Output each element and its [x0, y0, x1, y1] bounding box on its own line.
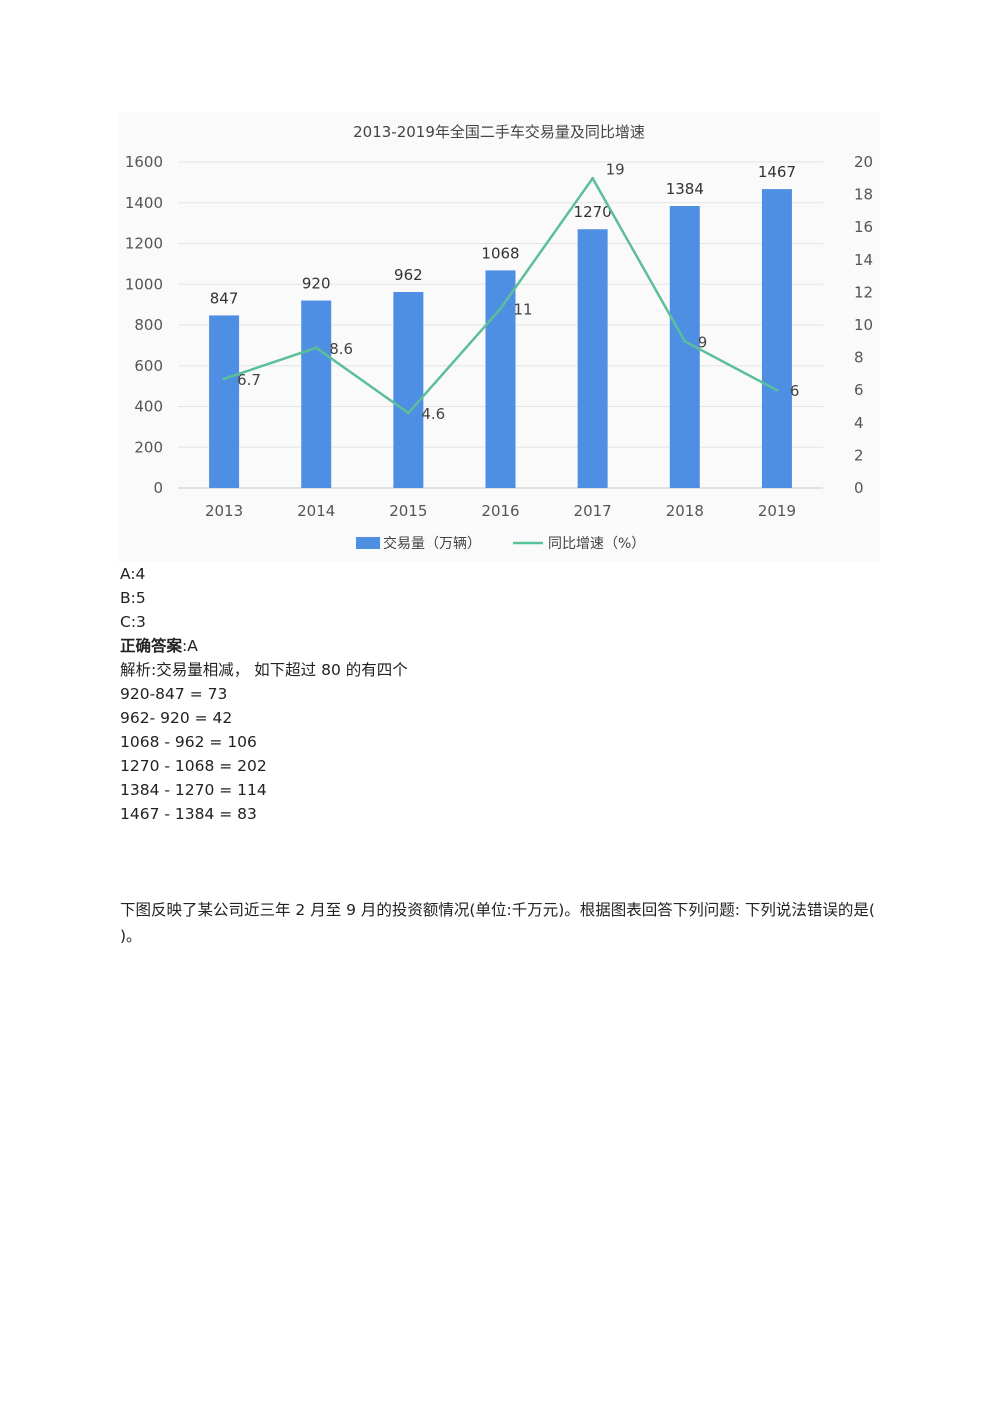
bar-value-label: 920: [302, 275, 331, 293]
x-axis: 2013 2014 2015 2016 2017 2018 2019: [205, 502, 796, 520]
x-tick-label: 2016: [481, 502, 519, 520]
analysis-line: 1068 - 962 = 106: [120, 733, 257, 751]
y-right-tick-label: 10: [854, 316, 873, 334]
analysis-line: 920-847 = 73: [120, 685, 228, 703]
y-left-tick-label: 0: [153, 479, 163, 497]
y-left-tick-label: 1000: [125, 275, 163, 293]
y-left-tick-label: 600: [134, 357, 163, 375]
next-question-text: 下图反映了某公司近三年 2 月至 9 月的投资额情况(单位:千万元)。根据图表回…: [120, 901, 875, 945]
line-value-labels: 6.7 8.6 4.6 11 19 9 6: [237, 160, 799, 423]
y-left-tick-label: 1400: [125, 194, 163, 212]
option-a: A:4: [120, 565, 146, 583]
line-point: [591, 176, 595, 180]
bar-value-label: 1068: [481, 244, 519, 262]
x-tick-label: 2015: [389, 502, 427, 520]
y-right-tick-label: 6: [854, 381, 864, 399]
x-tick-label: 2019: [758, 502, 796, 520]
y-right-tick-label: 18: [854, 186, 873, 204]
line-point: [499, 307, 502, 311]
bar: [577, 229, 608, 489]
right-axis: 0 2 4 6 8 10 12 14 16 18 20: [854, 153, 873, 497]
line-value-label: 6: [790, 382, 800, 400]
bar-value-label: 1467: [758, 163, 796, 181]
analysis-line: 1384 - 1270 = 114: [120, 781, 267, 799]
line-point: [406, 411, 410, 415]
line-value-label: 8.6: [329, 340, 353, 358]
line-value-label: 6.7: [237, 371, 261, 389]
bar: [301, 300, 332, 488]
y-right-tick-label: 14: [854, 251, 873, 269]
legend-bar-label: 交易量（万辆）: [383, 535, 481, 552]
analysis-line: 962- 920 = 42: [120, 709, 233, 727]
bar-series: [209, 189, 792, 489]
line-value-label: 4.6: [421, 405, 445, 423]
line-point: [222, 377, 226, 381]
line-value-label: 19: [606, 160, 625, 178]
bar-value-label: 962: [394, 266, 423, 284]
y-right-tick-label: 16: [854, 218, 873, 236]
bar-value-label: 847: [210, 289, 239, 307]
chart-figure: 2013-2019年全国二手车交易量及同比增速 0 200 400 600 800 100…: [118, 112, 880, 562]
bar: [393, 291, 424, 488]
line-series: [222, 176, 779, 415]
y-left-tick-label: 400: [134, 398, 163, 416]
bar-value-labels: 847 920 962 1068 1270 1384 1467: [210, 163, 796, 307]
bar: [761, 189, 792, 488]
chart-svg: 2013-2019年全国二手车交易量及同比增速 0200400600800100…: [125, 123, 873, 552]
y-right-tick-label: 4: [854, 414, 864, 432]
y-right-tick-label: 8: [854, 349, 864, 367]
analysis-line: 1270 - 1068 = 202: [120, 757, 267, 775]
x-tick-label: 2013: [205, 502, 243, 520]
x-tick-label: 2018: [666, 502, 704, 520]
y-left-tick-label: 800: [134, 316, 163, 334]
answer-value: :A: [182, 637, 198, 655]
line-point: [314, 346, 318, 350]
answer-line: 正确答案:A: [120, 634, 890, 658]
bar: [209, 315, 240, 488]
bar-value-label: 1270: [574, 203, 612, 221]
answer-label: 正确答案: [120, 637, 183, 655]
y-left-tick-label: 1200: [125, 235, 163, 253]
legend-line-label: 同比增速（%）: [548, 536, 645, 552]
y-left-tick-label: 200: [134, 438, 163, 456]
line-value-label: 9: [698, 333, 708, 351]
line-value-label: 11: [514, 301, 533, 319]
x-tick-label: 2014: [297, 502, 335, 520]
y-right-tick-label: 12: [854, 283, 873, 301]
x-tick-label: 2017: [574, 502, 612, 520]
line-point: [683, 339, 687, 343]
y-right-tick-label: 0: [854, 479, 864, 497]
option-c: C:3: [120, 613, 146, 631]
legend: 交易量（万辆） 同比增速（%）: [356, 535, 645, 552]
y-right-tick-label: 2: [854, 446, 864, 464]
left-axis: 0 200 400 600 800 1000 1200 1400 1600: [125, 153, 163, 497]
bar-value-label: 1384: [666, 180, 704, 198]
analysis-line: 1467 - 1384 = 83: [120, 805, 257, 823]
line-point: [775, 388, 779, 392]
analysis-intro: 解析:交易量相减， 如下超过 80 的有四个: [120, 661, 408, 679]
chart-title: 2013-2019年全国二手车交易量及同比增速: [353, 123, 645, 141]
y-right-tick-label: 20: [854, 153, 873, 171]
bar: [485, 270, 516, 488]
question-content: A:4 B:5 C:3 正确答案:A 解析:交易量相减， 如下超过 80 的有四…: [120, 562, 890, 826]
y-left-tick-label: 1600: [125, 153, 163, 171]
option-b: B:5: [120, 589, 146, 607]
legend-bar-swatch: [356, 537, 380, 549]
